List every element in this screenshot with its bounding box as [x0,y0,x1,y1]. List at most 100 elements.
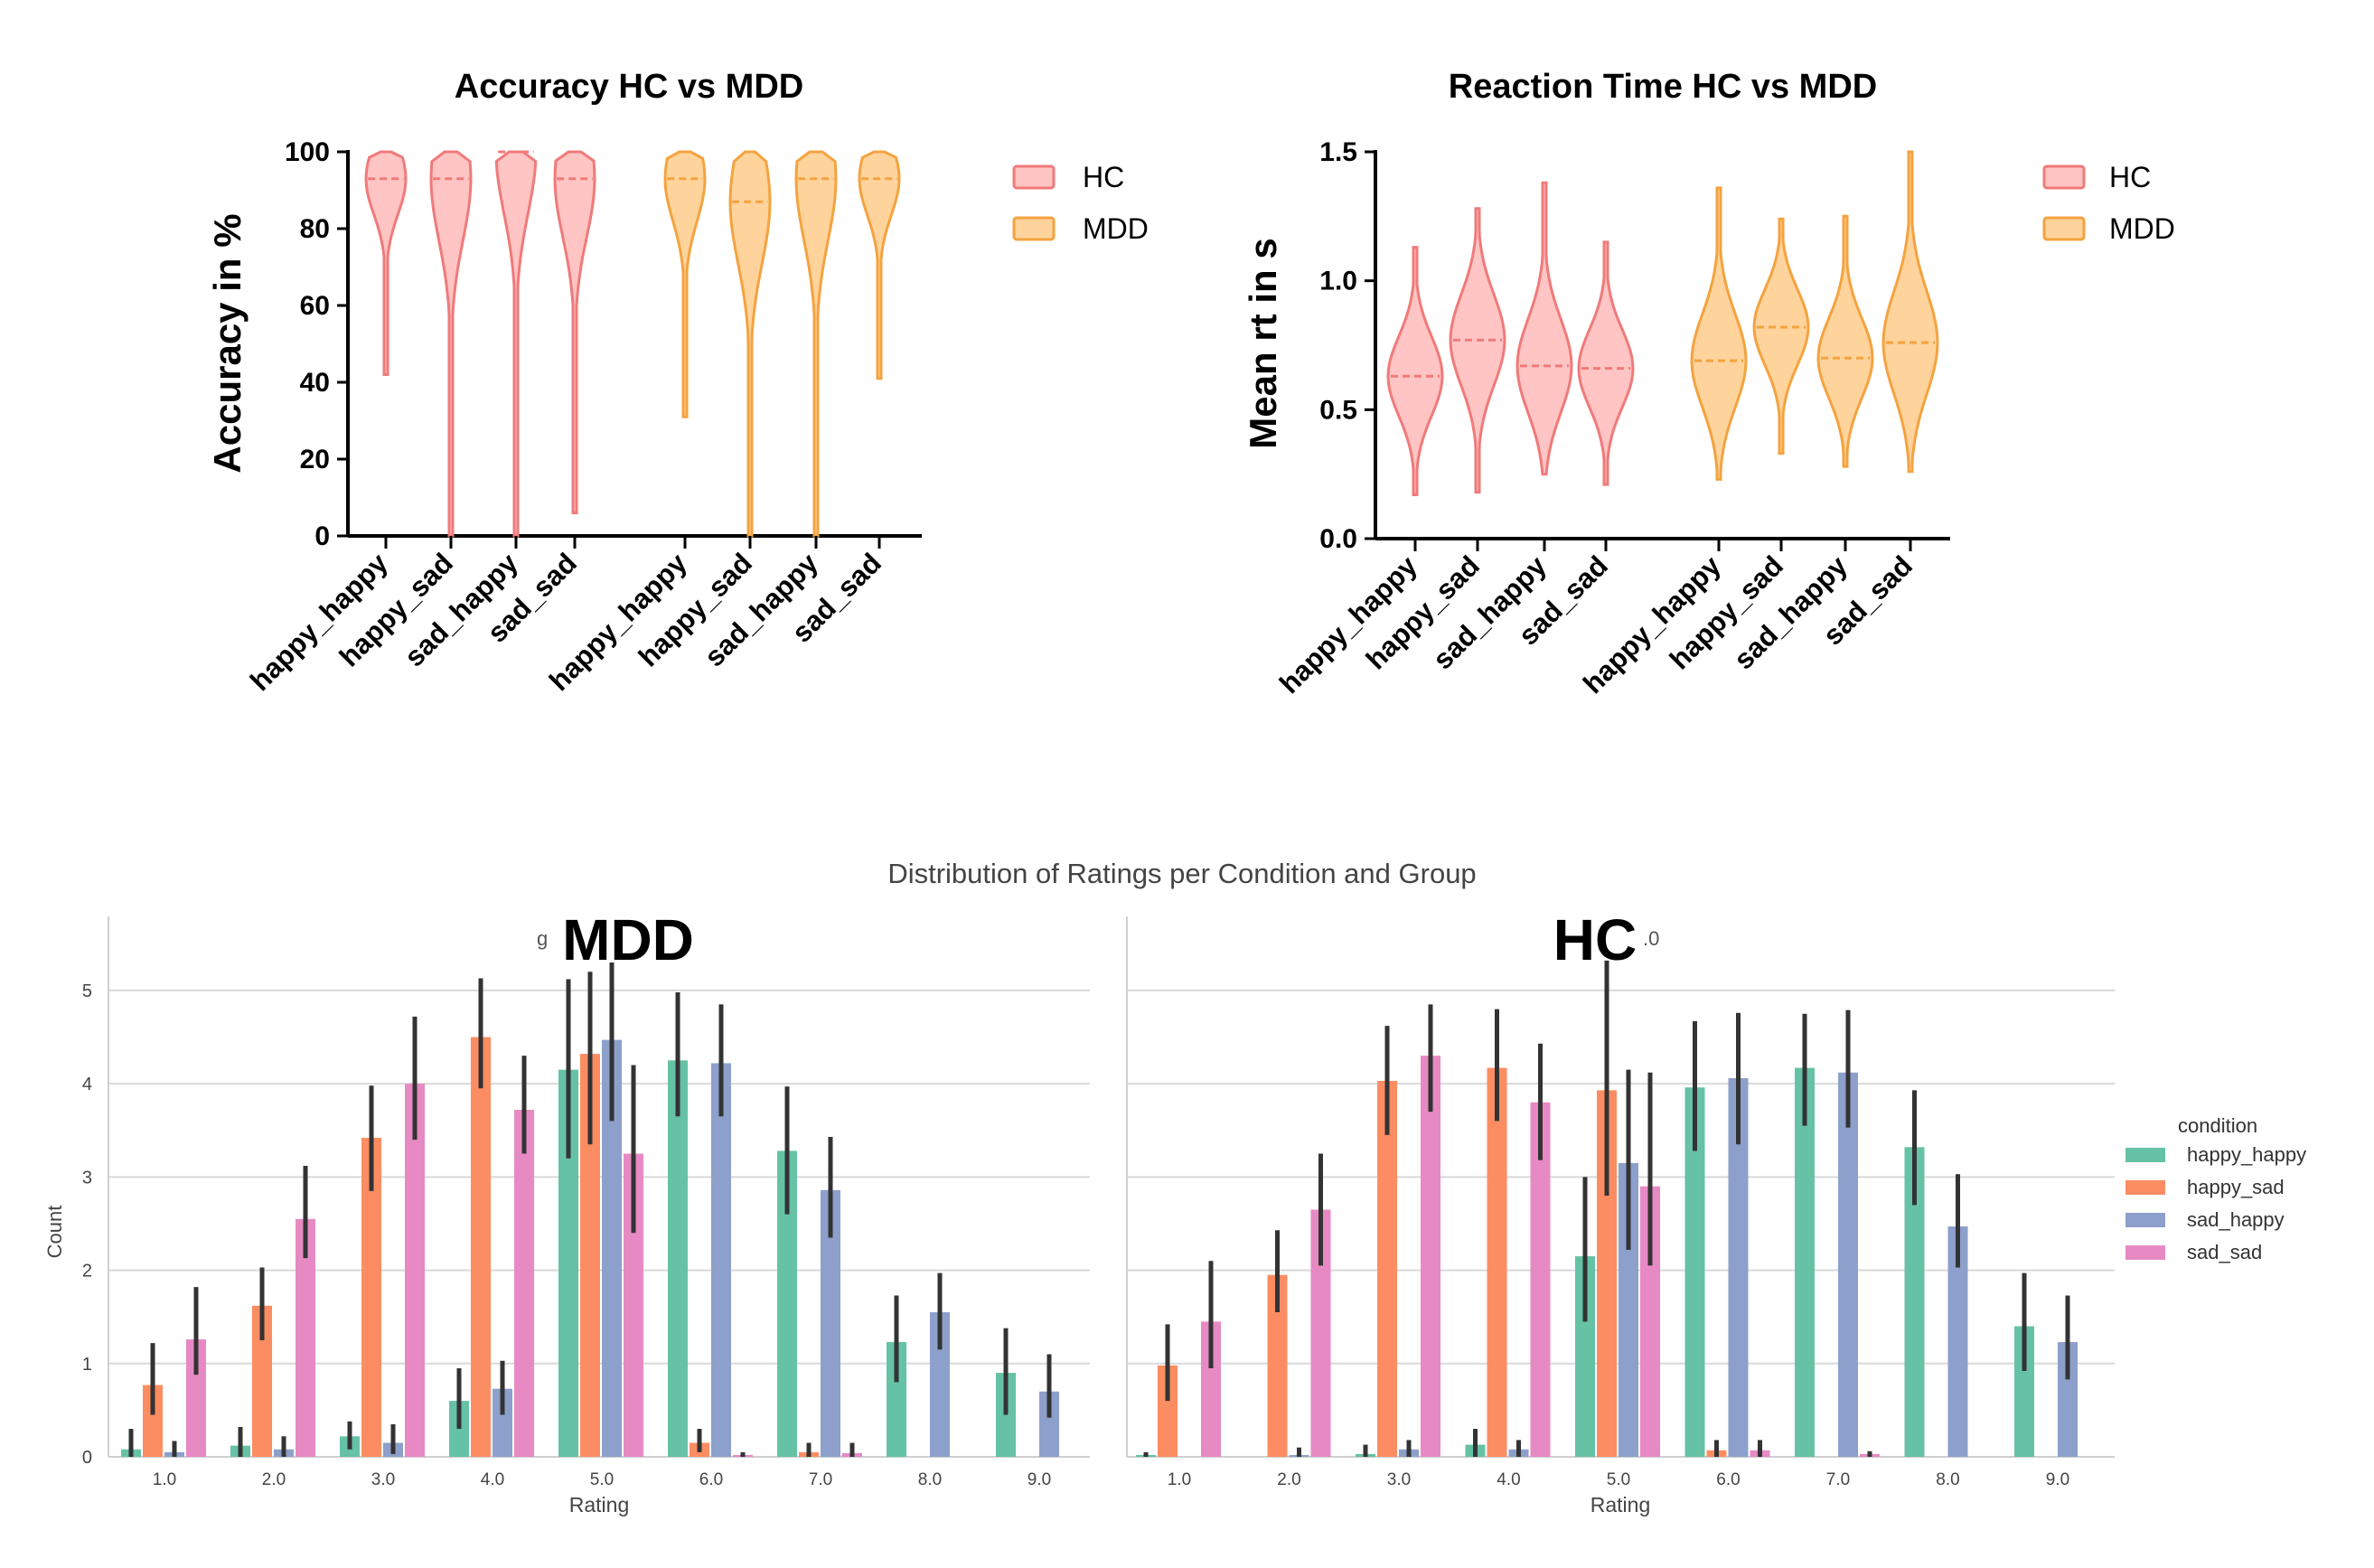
bar-sad_happy [2058,1342,2078,1457]
legend-swatch-hc [2042,164,2086,190]
x-tick-label: 2.0 [1277,1470,1300,1489]
y-tick-label: 40 [300,368,330,398]
y-tick-label: 0.0 [1319,524,1357,554]
bar-happy_happy [558,1069,578,1457]
reaction-time-violin-plot: Reaction Time HC vs MDD Mean rt in s 0.0 0.… [1242,68,1950,699]
y-axis-label: Mean rt in s [1242,238,1284,448]
bar-sad_sad [514,1110,534,1457]
violin-mdd-happy_sad [1752,217,1810,455]
bar-sad_happy [1947,1226,1968,1457]
legend-swatch-mdd [2042,216,2086,241]
condition-legend: condition happy_happy happy_sad sad_happ… [2125,1114,2306,1263]
bar-sad_happy [1728,1077,1749,1457]
violin-hc-sad_sad [553,150,596,514]
mdd-panel-label: MDD [562,907,694,972]
legend-title: condition [2178,1114,2257,1137]
bar-happy_sad [1267,1274,1288,1457]
bar-happy_sad [580,1054,600,1457]
legend-label-hc: HC [1083,161,1124,193]
reaction-time-legend: HC MDD [2042,161,2175,245]
bar-happy_happy [887,1342,906,1457]
bar-sad_happy [711,1063,731,1457]
bar-happy_sad [1597,1090,1617,1457]
bar-happy_sad [471,1037,491,1457]
y-axis-label: Count [43,1206,66,1259]
x-tick-label: 4.0 [1497,1470,1520,1489]
legend-label-sad-sad: sad_sad [2187,1241,2262,1263]
y-tick-label: 60 [300,291,330,321]
violin-mdd-happy_happy [663,150,707,418]
violin-mdd-sad_happy [794,150,838,538]
x-tick-label: 6.0 [1716,1470,1740,1489]
y-tick-label: 5 [82,981,92,1001]
y-tick-label: 20 [300,445,330,474]
x-tick-label: 9.0 [2046,1470,2069,1489]
bar-happy_happy [1795,1067,1815,1457]
y-axis-label: Accuracy in % [206,213,249,473]
hc-rating-bar-chart: Rating 1.0 2.0 3.0 4.0 5.0 6.0 7.0 8.0 9.0 [1126,916,2115,1516]
bar-happy_happy [1904,1147,1925,1457]
legend-swatch-happy-sad [2125,1180,2165,1195]
bar-sad_sad [1421,1056,1440,1457]
bar-happy_sad [1377,1081,1397,1457]
bar-sad_happy [1619,1162,1638,1457]
legend-label-happy-happy: happy_happy [2187,1143,2306,1166]
bar-happy_sad [143,1385,163,1457]
stray-label-right: .0 [1643,927,1659,950]
legend-label-happy-sad: happy_sad [2187,1176,2285,1198]
violin-hc-happy_sad [429,150,473,538]
bar-sad_happy [930,1312,950,1457]
x-tick-label: 1.0 [153,1470,176,1489]
violin-hc-happy_sad [1449,207,1506,494]
violin-mdd-happy_happy [1690,186,1748,481]
violin-hc-sad_happy [1515,181,1573,476]
violin-mdd-sad_happy [1816,214,1874,468]
y-tick-label: 1.5 [1319,137,1357,167]
distribution-title: Distribution of Ratings per Condition an… [887,858,1476,889]
bar-sad_sad [1530,1102,1551,1457]
x-tick-label: 7.0 [1826,1470,1850,1489]
violin-mdd-sad_sad [1881,150,1939,474]
bar-sad_sad [624,1153,643,1457]
x-tick-label: 7.0 [809,1470,832,1489]
y-tick-label: 0 [82,1448,92,1468]
y-tick-label: 0.5 [1319,395,1357,425]
chart-title: Reaction Time HC vs MDD [1449,68,1877,106]
legend-label-hc: HC [2109,161,2151,193]
legend-swatch-happy-happy [2125,1148,2165,1162]
accuracy-violin-plot: Accuracy HC vs MDD Accuracy in % 0 20 40 60 80… [206,68,922,697]
bar-sad_sad [296,1218,315,1457]
bar-sad_happy [821,1189,840,1457]
bar-sad_sad [1640,1186,1660,1457]
y-tick-label: 2 [82,1262,92,1282]
x-tick-label: 4.0 [481,1470,504,1489]
x-axis-label: Rating [569,1493,629,1516]
stray-label-left: g [537,927,548,950]
bar-happy_happy [668,1060,688,1457]
violin-hc-sad_happy [494,150,538,538]
x-tick-label: 8.0 [918,1470,942,1489]
x-tick-label: 8.0 [1936,1470,1959,1489]
x-axis-label: Rating [1590,1493,1650,1516]
bar-sad_happy [602,1039,622,1457]
bar-sad_happy [493,1388,512,1457]
legend-label-mdd: MDD [2109,212,2175,245]
legend-label-sad-happy: sad_happy [2187,1208,2285,1231]
violin-hc-happy_happy [364,150,408,376]
mdd-rating-bar-chart: 0 1 2 3 4 5 Count Rating 1.0 2.0 3.0 4.0 5.0 6.0 7.0 8.… [43,916,1090,1516]
x-tick-label: 5.0 [1607,1470,1630,1489]
y-tick-label: 1 [82,1355,92,1375]
x-tick-label: 3.0 [1387,1470,1411,1489]
x-tick-label: 1.0 [1168,1470,1191,1489]
legend-swatch-hc [1012,164,1056,190]
hc-panel-label: HC [1553,907,1637,972]
violin-hc-sad_sad [1577,240,1635,486]
bar-happy_sad [361,1138,381,1457]
bar-sad_sad [186,1338,206,1457]
y-tick-label: 80 [300,214,330,244]
x-tick-label: 3.0 [371,1470,395,1489]
bar-happy_happy [2014,1326,2034,1457]
y-tick-label: 0 [314,521,330,551]
bar-happy_sad [1487,1067,1507,1457]
violin-mdd-sad_sad [858,150,901,380]
